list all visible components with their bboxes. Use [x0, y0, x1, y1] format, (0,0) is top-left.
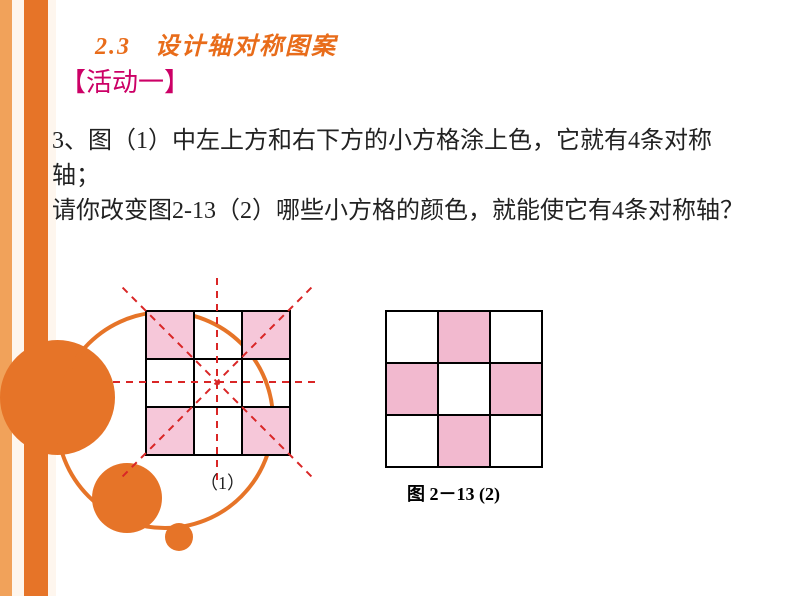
grid-cell: [194, 407, 242, 455]
grid-cell: [194, 359, 242, 407]
grid-cell: [438, 363, 490, 415]
grid-cell: [242, 311, 290, 359]
left-stripes: [0, 0, 60, 596]
stripe-4: [48, 0, 56, 596]
figure-1-caption: （1）: [200, 469, 245, 495]
body-text: 3、图（1）中左上方和右下方的小方格涂上色，它就有4条对称轴； 请你改变图2-1…: [52, 124, 752, 228]
circle-mid: [92, 463, 162, 533]
grid-cell: [146, 359, 194, 407]
grid-cell: [386, 363, 438, 415]
grid-cell: [490, 363, 542, 415]
activity-label: 【活动一】: [60, 62, 190, 99]
grid-cell: [490, 311, 542, 363]
body-line-2: 请你改变图2-13（2）哪些小方格的颜色，就能使它有4条对称轴？: [52, 194, 752, 229]
grid-cell: [146, 407, 194, 455]
figure-1-grid: [145, 310, 291, 456]
circle-small: [165, 523, 193, 551]
figure-2-grid: [385, 310, 543, 468]
stripe-3: [24, 0, 48, 596]
figure-2-caption: 图 2－13 (2): [407, 480, 500, 506]
grid-cell: [438, 415, 490, 467]
section-title-text: 设计轴对称图案: [155, 34, 337, 60]
grid-cell: [386, 311, 438, 363]
figure-1: （1）: [145, 310, 291, 456]
grid-cell: [438, 311, 490, 363]
stripe-1: [0, 0, 12, 596]
grid-cell: [242, 407, 290, 455]
grid-cell: [386, 415, 438, 467]
grid-cell: [194, 311, 242, 359]
figure-2: 图 2－13 (2): [385, 310, 543, 468]
grid-cell: [242, 359, 290, 407]
stripe-2: [12, 0, 24, 596]
body-line-1: 3、图（1）中左上方和右下方的小方格涂上色，它就有4条对称轴；: [52, 124, 752, 194]
section-number: 2.3: [95, 34, 131, 60]
grid-cell: [146, 311, 194, 359]
grid-cell: [490, 415, 542, 467]
section-title: 2.3 设计轴对称图案: [95, 26, 337, 61]
